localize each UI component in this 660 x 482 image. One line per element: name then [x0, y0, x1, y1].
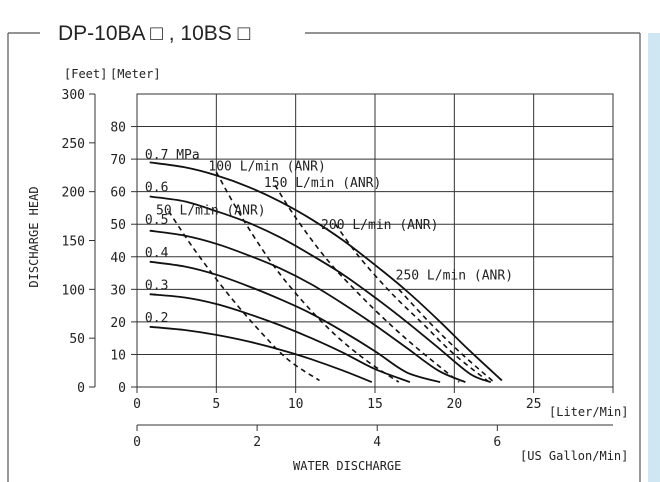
series-line-0-2: [149, 325, 373, 383]
x-tick-label-0: 0: [133, 397, 141, 412]
x-tick-label-15: 15: [367, 397, 383, 412]
curve-label-7: 100 L/min (ANR): [208, 160, 325, 175]
curve-label-10: 250 L/min (ANR): [396, 269, 513, 284]
y-feet-tick-label-50: 50: [69, 332, 85, 347]
curve-label-4: 0.3: [145, 278, 168, 293]
y-meter-tick-label-40: 40: [110, 251, 126, 266]
x-tick-label-25: 25: [526, 397, 542, 412]
y-meter-tick-label-80: 80: [110, 121, 126, 136]
side-panel-strip: [648, 33, 660, 482]
y-meter-tick-label-70: 70: [110, 153, 126, 168]
x-tick-label-10: 10: [288, 397, 304, 412]
chart-series: [149, 161, 503, 383]
x2-tick-label-4: 4: [373, 435, 381, 450]
series-line-150-l-min-anr: [274, 184, 460, 383]
x2-tick-label-2: 2: [253, 435, 261, 450]
curve-label-6: 50 L/min (ANR): [156, 203, 266, 218]
x-tick-label-5: 5: [212, 397, 220, 412]
chart-grid: [136, 93, 614, 388]
curve-label-2: 0.5: [145, 213, 168, 228]
x-tick-label-20: 20: [447, 397, 463, 412]
x-unit-gallon-label: [US Gallon/Min]: [520, 449, 628, 463]
y-feet-tick-label-150: 150: [62, 235, 85, 250]
y-unit-meter-label: [Meter]: [110, 67, 161, 81]
y-feet-tick-label-0: 0: [77, 381, 85, 396]
series-line-0-4: [149, 260, 441, 383]
series-line-0-5: [149, 229, 466, 383]
curve-label-1: 0.6: [145, 181, 168, 196]
x-axis-title: WATER DISCHARGE: [293, 459, 401, 473]
curve-label-9: 200 L/min (ANR): [321, 218, 438, 233]
series-line-250-l-min-anr: [398, 288, 495, 383]
y-meter-tick-label-30: 30: [110, 283, 126, 298]
y-unit-feet-label: [Feet]: [64, 67, 107, 81]
y-feet-tick-label-100: 100: [62, 283, 85, 298]
y-feet-tick-label-250: 250: [62, 137, 85, 152]
y-meter-tick-label-20: 20: [110, 316, 126, 331]
y-meter-tick-label-0: 0: [118, 381, 126, 396]
curve-label-8: 150 L/min (ANR): [264, 176, 381, 191]
series-line-200-l-min-anr: [334, 223, 490, 383]
y-feet-tick-label-200: 200: [62, 186, 85, 201]
curve-label-5: 0.2: [145, 311, 168, 326]
x2-tick-label-6: 6: [493, 435, 501, 450]
y-axis-title: DISCHARGE HEAD: [27, 186, 41, 287]
x2-tick-label-0: 0: [133, 435, 141, 450]
y-feet-tick-label-300: 300: [62, 88, 85, 103]
curve-label-3: 0.4: [145, 246, 169, 261]
chart-title: DP-10BA □ , 10BS □: [58, 22, 251, 45]
chart-axes: 0 5 10 15 20 250 2 4 601020304050607080050100150…: [62, 88, 614, 450]
x-unit-liter-label: [Liter/Min]: [549, 405, 628, 419]
series-line-0-3: [149, 293, 411, 383]
y-meter-tick-label-50: 50: [110, 218, 126, 233]
series-line-0-6: [149, 195, 492, 383]
series-line-50-l-min-anr: [168, 210, 320, 382]
curve-label-0: 0.7 MPa: [145, 148, 200, 163]
chart-annotations: 0.7 MPa 0.6 0.5 0.4 0.3 0.2 50 L/min (ANR) 100 …: [145, 148, 513, 326]
series-line-100-l-min-anr: [215, 171, 400, 383]
series-line-0-7-mpa: [149, 161, 503, 382]
y-meter-tick-label-60: 60: [110, 186, 126, 201]
y-meter-tick-label-10: 10: [110, 348, 126, 363]
